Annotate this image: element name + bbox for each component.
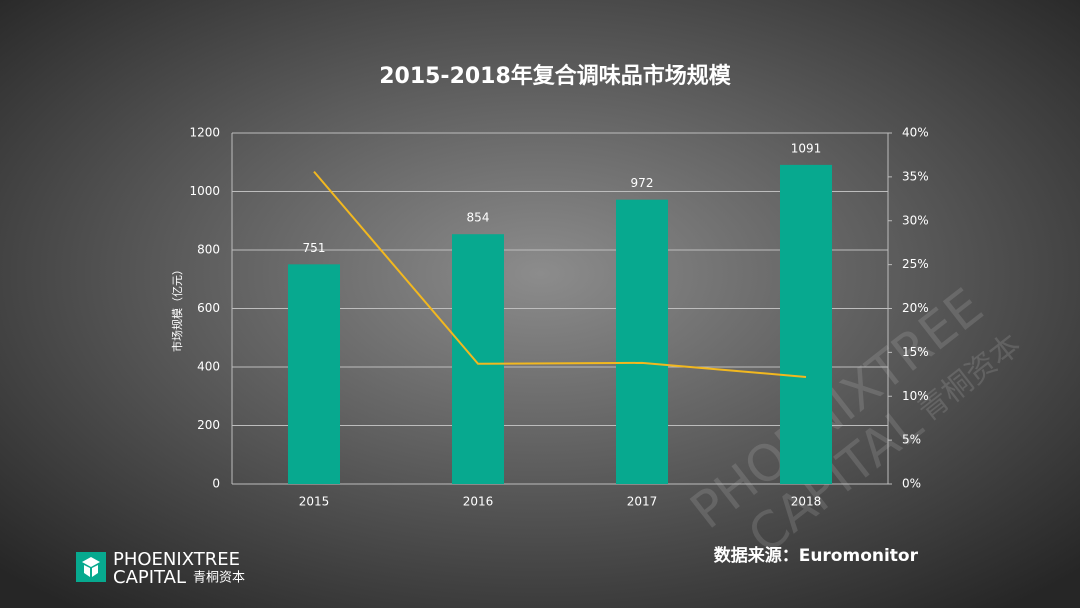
bar [780, 164, 832, 484]
bar [452, 234, 504, 484]
line [313, 170, 807, 378]
y-tick-label: 400 [197, 360, 220, 374]
y-tick-label: 0 [212, 477, 220, 491]
logo-cn: 青桐资本 [193, 571, 245, 586]
y2-tick-label: 15% [902, 345, 929, 359]
y2-tick-label: 0% [902, 477, 921, 491]
y-tick-label: 800 [197, 243, 220, 257]
y-tick-label: 1000 [189, 184, 220, 198]
y-tick-label: 600 [197, 301, 220, 315]
data-label: 751 [303, 241, 326, 255]
x-tick-label: 2018 [791, 495, 822, 509]
x-tick-label: 2017 [627, 495, 658, 509]
y2-tick-label: 5% [902, 433, 921, 447]
x-tick-label: 2016 [463, 495, 494, 509]
logo-name: PHOENIXTREE [113, 549, 240, 570]
y2-tick-label: 35% [902, 169, 929, 183]
source: 数据来源：Euromonitor [714, 545, 919, 566]
chart-title: 2015-2018年复合调味品市场规模 [379, 63, 732, 89]
data-label: 972 [631, 176, 654, 190]
data-label: 854 [467, 211, 490, 225]
y2-tick-label: 25% [902, 257, 929, 271]
x-tick-label: 2015 [299, 495, 330, 509]
y2-tick-label: 40% [902, 126, 929, 140]
logo-sub: CAPITAL [113, 567, 186, 588]
y-tick-label: 1200 [189, 126, 220, 140]
y2-tick-label: 30% [902, 213, 929, 227]
bar [616, 199, 668, 484]
y-tick-label: 200 [197, 418, 220, 432]
bar [288, 264, 340, 484]
data-label: 1091 [791, 141, 822, 155]
logo: PHOENIXTREE CAPITAL 青桐资本 [76, 549, 245, 588]
y-axis-label: 市场规模（亿元） [170, 264, 184, 352]
y2-tick-label: 10% [902, 389, 929, 403]
logo-shape [82, 557, 100, 577]
y2-tick-label: 20% [902, 301, 929, 315]
